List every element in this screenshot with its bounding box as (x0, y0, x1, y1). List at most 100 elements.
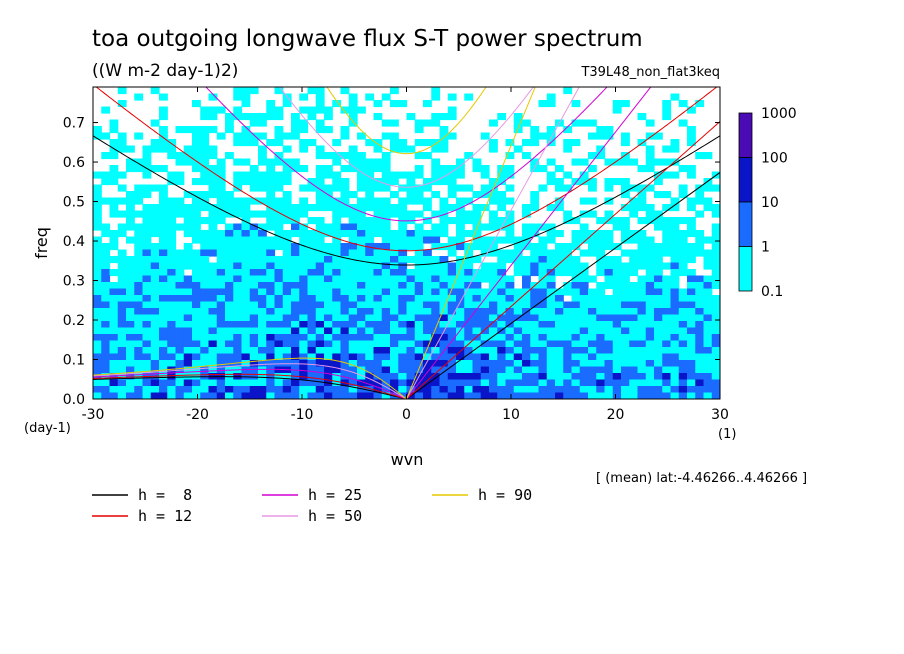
power-cell (687, 230, 696, 238)
power-cell (629, 353, 639, 361)
power-cell (629, 301, 639, 309)
power-cell (241, 93, 251, 101)
power-cell (332, 204, 342, 212)
power-cell (480, 321, 490, 329)
power-cell (340, 87, 350, 95)
power-cell (291, 269, 300, 277)
power-cell (530, 321, 540, 329)
power-cell (249, 113, 259, 121)
power-cell (381, 165, 391, 173)
power-cell (282, 392, 292, 399)
power-cell (530, 158, 540, 166)
power-cell (258, 184, 267, 192)
power-cell (497, 366, 507, 374)
power-cell (621, 379, 630, 387)
power-cell (390, 171, 399, 179)
power-cell (348, 243, 358, 251)
power-cell (258, 392, 267, 399)
power-cell (489, 178, 498, 186)
power-cell (390, 236, 399, 244)
power-cell (192, 126, 201, 134)
power-cell (505, 353, 515, 361)
power-cell (629, 249, 639, 257)
power-cell (324, 152, 333, 160)
power-cell (101, 392, 111, 399)
power-cell (563, 321, 573, 329)
power-cell (101, 106, 111, 114)
power-cell (489, 308, 498, 316)
power-cell (117, 223, 127, 231)
power-cell (555, 178, 564, 186)
power-cell (414, 152, 424, 160)
power-cell (431, 340, 441, 348)
power-cell (398, 236, 408, 244)
power-cell (546, 171, 556, 179)
power-cell (414, 314, 424, 322)
power-cell (711, 340, 720, 348)
power-cell (233, 158, 243, 166)
power-cell (695, 366, 705, 374)
power-cell (472, 236, 482, 244)
power-cell (522, 392, 531, 399)
power-cell (324, 113, 333, 121)
power-cell (348, 327, 358, 335)
power-cell (307, 243, 317, 251)
power-cell (489, 360, 498, 368)
power-cell (216, 243, 226, 251)
power-cell (645, 275, 655, 283)
power-cell (175, 256, 185, 264)
power-cell (299, 321, 309, 329)
power-cell (291, 308, 300, 316)
power-cell (348, 100, 358, 108)
power-cell (687, 275, 696, 283)
power-cell (159, 223, 168, 231)
power-cell (299, 275, 309, 283)
power-cell (629, 282, 639, 290)
power-cell (167, 308, 177, 316)
power-cell (645, 392, 655, 399)
power-cell (456, 386, 465, 394)
power-cell (687, 106, 696, 114)
power-cell (662, 379, 672, 387)
power-cell (373, 282, 383, 290)
power-cell (101, 256, 111, 264)
power-cell (117, 373, 127, 381)
power-cell (258, 347, 267, 355)
power-cell (670, 347, 680, 355)
power-cell (282, 301, 292, 309)
power-cell (530, 360, 540, 368)
power-cell (208, 113, 218, 121)
power-cell (480, 171, 490, 179)
power-cell (497, 217, 507, 225)
power-cell (109, 230, 119, 238)
power-cell (687, 373, 696, 381)
power-cell (150, 360, 160, 368)
power-cell (637, 262, 647, 270)
power-cell (637, 327, 647, 335)
power-cell (373, 360, 383, 368)
power-cell (439, 223, 449, 231)
power-cell (266, 191, 276, 199)
power-cell (291, 126, 300, 134)
power-cell (282, 353, 292, 361)
power-cell (225, 269, 234, 277)
power-cell (183, 191, 193, 199)
power-cell (373, 288, 383, 296)
power-cell (670, 243, 680, 251)
power-cell (93, 243, 102, 251)
power-cell (192, 256, 201, 264)
power-cell (373, 366, 383, 374)
power-cell (695, 308, 705, 316)
power-cell (406, 197, 416, 205)
power-cell (480, 243, 490, 251)
power-cell (159, 327, 168, 335)
power-cell (216, 314, 226, 322)
power-cell (216, 249, 226, 257)
power-cell (324, 165, 333, 173)
power-cell (282, 165, 292, 173)
power-cell (315, 204, 325, 212)
power-cell (167, 360, 177, 368)
power-cell (274, 295, 284, 303)
power-cell (150, 314, 160, 322)
power-cell (258, 230, 267, 238)
